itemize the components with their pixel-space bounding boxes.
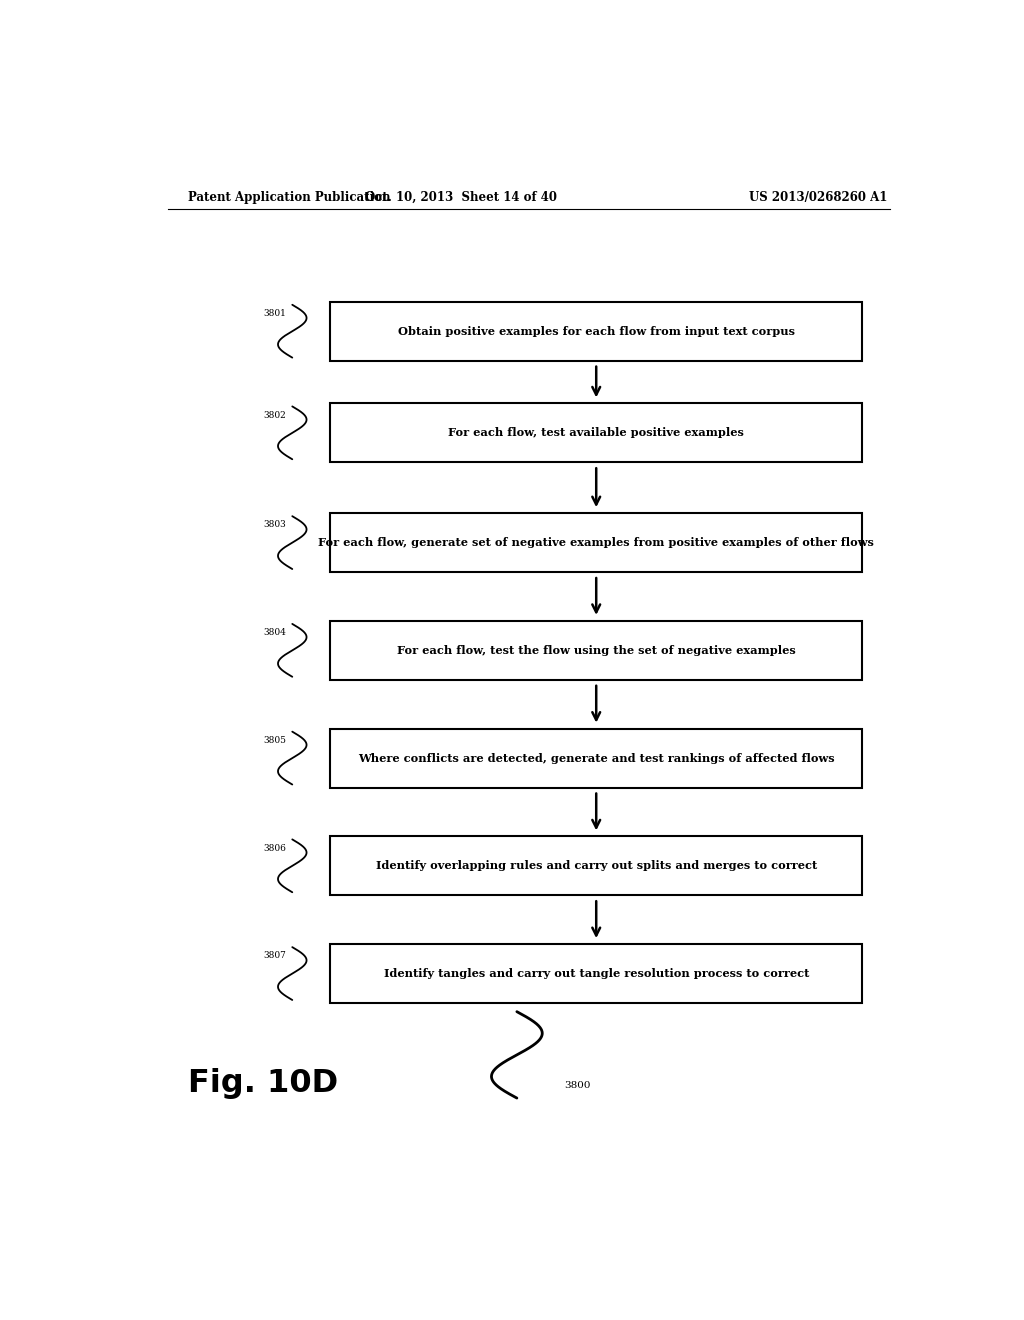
Text: 3800: 3800 (564, 1081, 591, 1090)
Text: Where conflicts are detected, generate and test rankings of affected flows: Where conflicts are detected, generate a… (358, 752, 835, 763)
Text: US 2013/0268260 A1: US 2013/0268260 A1 (750, 190, 888, 203)
Text: 3803: 3803 (263, 520, 286, 529)
Text: For each flow, generate set of negative examples from positive examples of other: For each flow, generate set of negative … (318, 537, 874, 548)
Text: 3801: 3801 (263, 309, 286, 318)
Text: Identify overlapping rules and carry out splits and merges to correct: Identify overlapping rules and carry out… (376, 861, 817, 871)
Text: Obtain positive examples for each flow from input text corpus: Obtain positive examples for each flow f… (397, 326, 795, 337)
FancyBboxPatch shape (331, 404, 862, 462)
FancyBboxPatch shape (331, 944, 862, 1003)
Text: Oct. 10, 2013  Sheet 14 of 40: Oct. 10, 2013 Sheet 14 of 40 (366, 190, 557, 203)
Text: Fig. 10D: Fig. 10D (187, 1068, 338, 1098)
Text: 3806: 3806 (263, 843, 286, 853)
FancyBboxPatch shape (331, 620, 862, 680)
FancyBboxPatch shape (331, 302, 862, 360)
Text: Identify tangles and carry out tangle resolution process to correct: Identify tangles and carry out tangle re… (384, 968, 809, 979)
FancyBboxPatch shape (331, 837, 862, 895)
Text: 3802: 3802 (263, 411, 286, 420)
FancyBboxPatch shape (331, 729, 862, 788)
Text: 3804: 3804 (263, 628, 286, 638)
FancyBboxPatch shape (331, 513, 862, 572)
Text: 3807: 3807 (263, 952, 286, 961)
Text: 3805: 3805 (263, 735, 286, 744)
Text: Patent Application Publication: Patent Application Publication (187, 190, 390, 203)
Text: For each flow, test available positive examples: For each flow, test available positive e… (449, 428, 744, 438)
Text: For each flow, test the flow using the set of negative examples: For each flow, test the flow using the s… (397, 645, 796, 656)
